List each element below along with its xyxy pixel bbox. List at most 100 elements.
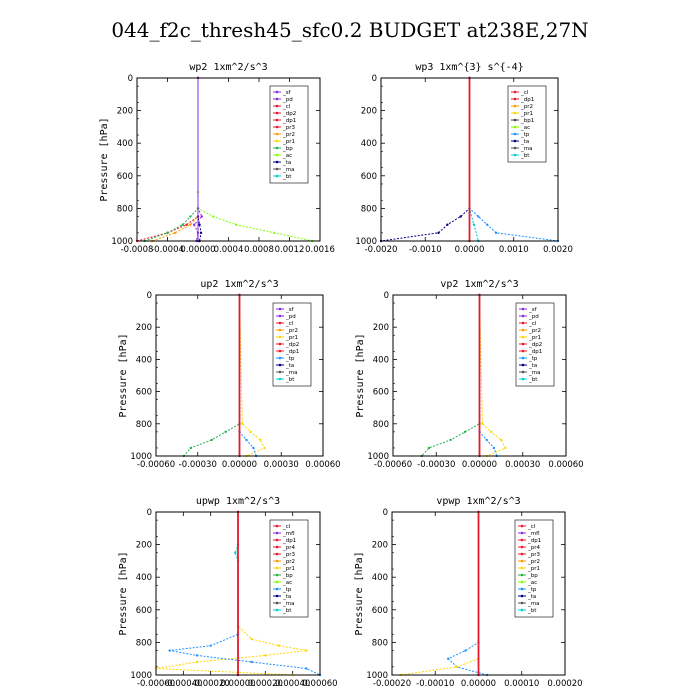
chart-title: vpwp 1xm^2/s^3 (436, 496, 520, 507)
legend-label: _tp (285, 356, 295, 362)
legend-marker (521, 349, 525, 353)
y-axis-label: Pressure [hPa] (118, 551, 129, 635)
legend-marker (275, 559, 279, 563)
x-tick-label: 0.00010 (504, 679, 539, 689)
legend-marker (520, 545, 524, 549)
legend-marker (275, 146, 279, 150)
legend-label: _ta (282, 160, 291, 166)
legend-label: _dp1 (528, 349, 542, 355)
legend-marker (278, 328, 282, 332)
x-tick-label: 0.0012 (275, 245, 305, 255)
series-point-pr2 (189, 223, 192, 226)
legend-label: _ma (528, 370, 540, 376)
legend-label: _pr2 (282, 132, 295, 138)
legend-marker (520, 531, 524, 535)
y-tick-label: 1000 (367, 452, 389, 462)
series-point-bp (189, 446, 192, 450)
legend-marker (278, 342, 282, 346)
x-tick-label: -0.0008 (121, 245, 154, 255)
x-tick-label: 0.00060 (305, 460, 340, 470)
x-tick-label: 0.00000 (220, 679, 255, 689)
series-point-tp (305, 667, 308, 670)
legend-marker (275, 524, 279, 528)
legend-marker (278, 314, 282, 318)
series-point-pr2 (173, 231, 177, 235)
legend-label: _bp (282, 573, 293, 579)
legend-label: _tp (282, 587, 292, 593)
legend-marker (521, 307, 525, 311)
legend-label: _sf (285, 307, 295, 313)
legend-marker (275, 545, 279, 549)
x-tick-label: -0.00010 (416, 679, 454, 689)
series-line-pr1 (155, 512, 307, 676)
x-tick-label: -0.0010 (409, 245, 442, 255)
legend-marker (521, 328, 525, 332)
y-tick-label: 600 (373, 388, 389, 398)
legend-label: _bp (527, 573, 538, 579)
y-tick-label: 0 (372, 74, 377, 84)
x-tick-label: -0.00060 (374, 460, 412, 470)
y-tick-label: 400 (373, 355, 389, 365)
y-tick-label: 800 (136, 420, 152, 430)
legend-marker (275, 552, 279, 556)
legend-label: _cl (528, 321, 537, 327)
legend-marker (521, 377, 525, 381)
series-point-bp (427, 446, 431, 450)
chart-title: upwp 1xm^2/s^3 (196, 496, 280, 507)
plot-frame (155, 511, 321, 676)
legend-label: _pr2 (528, 328, 541, 334)
legend-marker (275, 580, 279, 584)
legend-marker (513, 97, 517, 101)
series-point-pr1 (499, 438, 503, 442)
legend-marker (278, 363, 282, 367)
series-point-pr1 (195, 660, 199, 664)
y-tick-label: 0 (128, 74, 133, 84)
legend-label: _cl (282, 524, 291, 530)
chart-panel-6: vpwp 1xm^2/s^3 Pressure [hPa] 0 200 400 600 80… (354, 496, 583, 689)
series-point-bp (181, 223, 184, 226)
legend-marker (275, 594, 279, 598)
series-point-ta (198, 223, 201, 226)
series-point-bp (449, 438, 452, 442)
legend-marker (275, 608, 279, 612)
x-tick-label: -0.00060 (137, 679, 175, 689)
legend-label: _tp (527, 587, 537, 593)
legend-label: _bt (520, 153, 530, 159)
y-tick-label: 200 (373, 323, 389, 333)
legend-label: _pr1 (527, 566, 540, 572)
legend-label: _dp1 (282, 538, 296, 544)
legend-marker (521, 342, 525, 346)
x-tick-label: -0.00020 (373, 679, 411, 689)
x-tick-label: 0.00000 (462, 460, 497, 470)
legend-label: _pr3 (282, 125, 296, 131)
legend-marker (520, 559, 524, 563)
y-tick-label: 200 (361, 107, 377, 117)
legend-label: _cl (527, 524, 536, 530)
x-tick-label: -0.00030 (179, 460, 217, 470)
plot-frame (392, 294, 567, 457)
y-axis-label: Pressure [hPa] (354, 551, 365, 635)
legend-label: _pr2 (527, 559, 540, 565)
legend-marker (513, 118, 517, 122)
legend-marker (278, 321, 282, 325)
y-tick-label: 200 (136, 541, 152, 551)
chart-title: vp2 1xm^2/s^3 (440, 279, 518, 290)
y-tick-label: 1000 (366, 671, 388, 681)
y-tick-label: 600 (117, 172, 133, 182)
series-point-pr1 (249, 430, 252, 434)
series-point-pr1 (277, 644, 281, 647)
legend-marker (275, 573, 279, 577)
series-point-bp (210, 438, 213, 442)
series-point-pr1 (489, 430, 493, 434)
legend-marker (275, 587, 279, 591)
series-point-pr1 (264, 654, 267, 657)
legend-label: _pr3 (527, 552, 541, 558)
x-tick-label: 0.00060 (302, 679, 337, 689)
legend-label: _pr2 (282, 559, 295, 565)
legend-label: _bt (282, 174, 292, 180)
legend-marker (520, 538, 524, 542)
series-point-tp (245, 438, 248, 442)
legend-label: _dp1 (282, 118, 296, 124)
y-tick-label: 800 (136, 638, 152, 648)
